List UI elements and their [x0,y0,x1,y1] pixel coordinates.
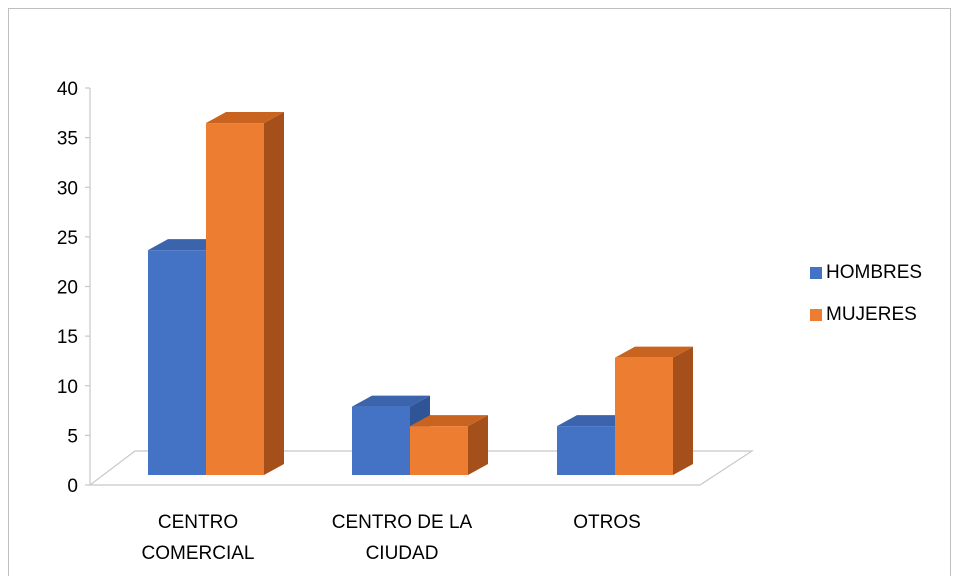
floor-plane [88,450,755,486]
bar-mujeres-0 [206,112,284,475]
y-tick-label: 20 [57,278,78,299]
chart-frame [8,8,951,576]
category-label: CIUDAD [366,543,439,564]
bar-front [615,357,673,475]
legend-label-mujeres: MUJERES [826,304,917,325]
legend: HOMBRES MUJERES [810,262,922,346]
x-axis: CENTRO COMERCIAL CENTRO DE LA CIUDAD OTROS [142,512,641,564]
bar-top [352,395,430,407]
bar-mujeres-2 [615,346,693,475]
y-tick-label: 10 [57,377,78,398]
legend-swatch-mujeres [810,309,822,321]
y-tick-label: 35 [57,129,78,150]
bar-front [410,426,468,475]
category-label: CENTRO [158,512,238,533]
chart-floor [88,450,755,486]
bar-front [148,250,206,475]
bar-top [206,112,284,124]
category-label: COMERCIAL [142,543,255,564]
y-axis: 0 5 10 15 20 25 30 35 40 [57,79,91,497]
bar-side [264,112,284,475]
y-tick-label: 15 [57,327,78,348]
legend-swatch-hombres [810,267,822,279]
category-label: CENTRO DE LA [332,512,473,533]
bar-front [206,123,264,475]
bar-layer [148,112,693,475]
category-label: OTROS [573,512,641,533]
y-tick-label: 30 [57,178,78,199]
bar-side [468,415,488,475]
bar-top [410,415,488,427]
bar-top [615,346,693,358]
legend-label-hombres: HOMBRES [826,262,923,283]
y-tick-label: 40 [57,79,78,100]
legend-item-hombres: HOMBRES [810,262,922,284]
bar-mujeres-1 [410,415,488,475]
bar-front [352,406,410,475]
legend-item-mujeres: MUJERES [810,304,922,326]
y-tick-label: 0 [67,476,78,497]
y-tick-label: 25 [57,228,78,249]
y-tick-label: 5 [67,426,78,447]
bar-front [557,426,615,475]
bar-side [673,346,693,475]
